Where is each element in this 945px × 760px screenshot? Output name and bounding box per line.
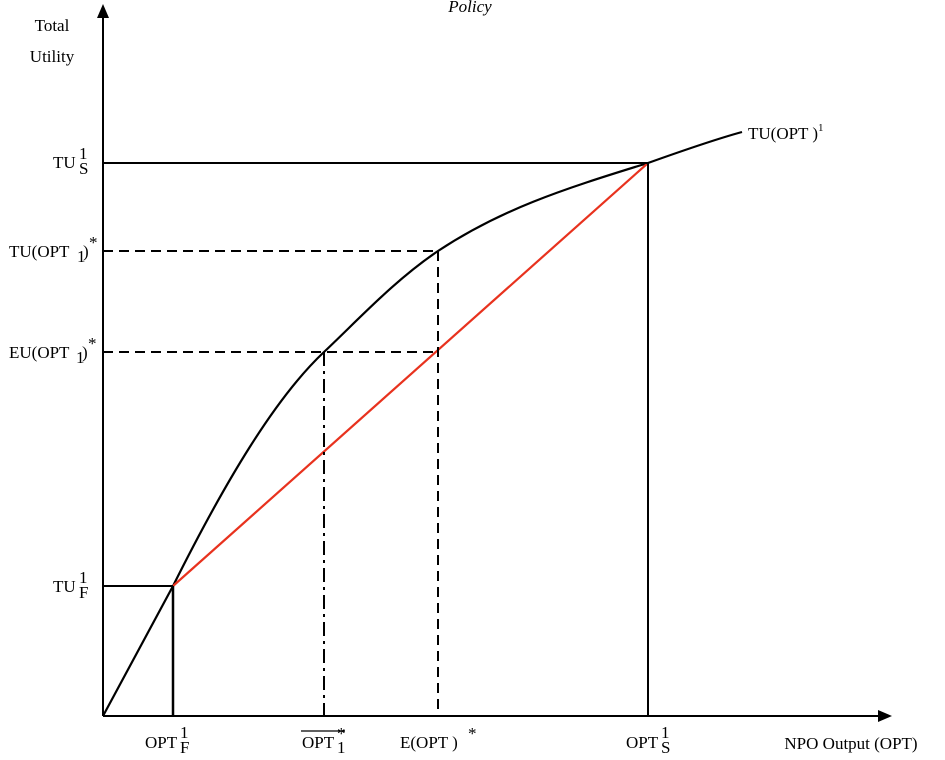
svg-text:1: 1 bbox=[76, 348, 85, 367]
svg-text:OPT: OPT bbox=[626, 733, 659, 752]
x-label-opt-s: OPT 1 S bbox=[626, 723, 670, 757]
expected-utility-line bbox=[172, 162, 649, 587]
y-label-tu-opt1: TU(OPT 1 ) * bbox=[9, 233, 98, 266]
svg-text:OPT: OPT bbox=[302, 733, 335, 752]
svg-text:S: S bbox=[661, 738, 670, 757]
svg-text:TU: TU bbox=[53, 153, 76, 172]
svg-text:F: F bbox=[180, 738, 189, 757]
svg-text:1: 1 bbox=[337, 738, 346, 757]
svg-text:1: 1 bbox=[77, 247, 86, 266]
x-axis-arrowhead bbox=[878, 710, 892, 722]
svg-text:*: * bbox=[89, 233, 98, 252]
y-axis-arrowhead bbox=[97, 4, 109, 18]
diagram-title: Policy bbox=[447, 0, 492, 16]
svg-text:OPT: OPT bbox=[145, 733, 178, 752]
tu-curve bbox=[102, 130, 743, 717]
svg-text:S: S bbox=[79, 159, 88, 178]
x-label-opt-f: OPT 1 F bbox=[145, 723, 189, 757]
svg-text:*: * bbox=[468, 724, 477, 743]
y-axis-label-line1: Total bbox=[35, 16, 70, 35]
svg-text:): ) bbox=[83, 242, 89, 261]
x-label-e-opt: E(OPT ) * bbox=[400, 724, 477, 752]
svg-text:TU(OPT: TU(OPT bbox=[9, 242, 70, 261]
y-axis-label-line2: Utility bbox=[30, 47, 75, 66]
svg-text:): ) bbox=[82, 343, 88, 362]
y-label-eu-opt1: EU(OPT 1 ) * bbox=[9, 334, 97, 367]
svg-text:*: * bbox=[88, 334, 97, 353]
curve-label: TU(OPT )1 bbox=[748, 122, 824, 143]
svg-text:1: 1 bbox=[79, 144, 88, 163]
svg-text:E(OPT ): E(OPT ) bbox=[400, 733, 458, 752]
x-label-opt1-bar: OPT * 1 bbox=[301, 724, 346, 757]
y-label-tu-s: TU 1 S bbox=[53, 144, 88, 178]
svg-text:F: F bbox=[79, 583, 88, 602]
svg-text:1: 1 bbox=[79, 568, 88, 587]
svg-text:TU: TU bbox=[53, 577, 76, 596]
svg-text:EU(OPT: EU(OPT bbox=[9, 343, 70, 362]
svg-text:1: 1 bbox=[180, 723, 189, 742]
x-axis-label: NPO Output (OPT) bbox=[784, 734, 917, 753]
y-label-tu-f: TU 1 F bbox=[53, 568, 88, 602]
svg-text:*: * bbox=[337, 724, 346, 743]
svg-text:1: 1 bbox=[661, 723, 670, 742]
